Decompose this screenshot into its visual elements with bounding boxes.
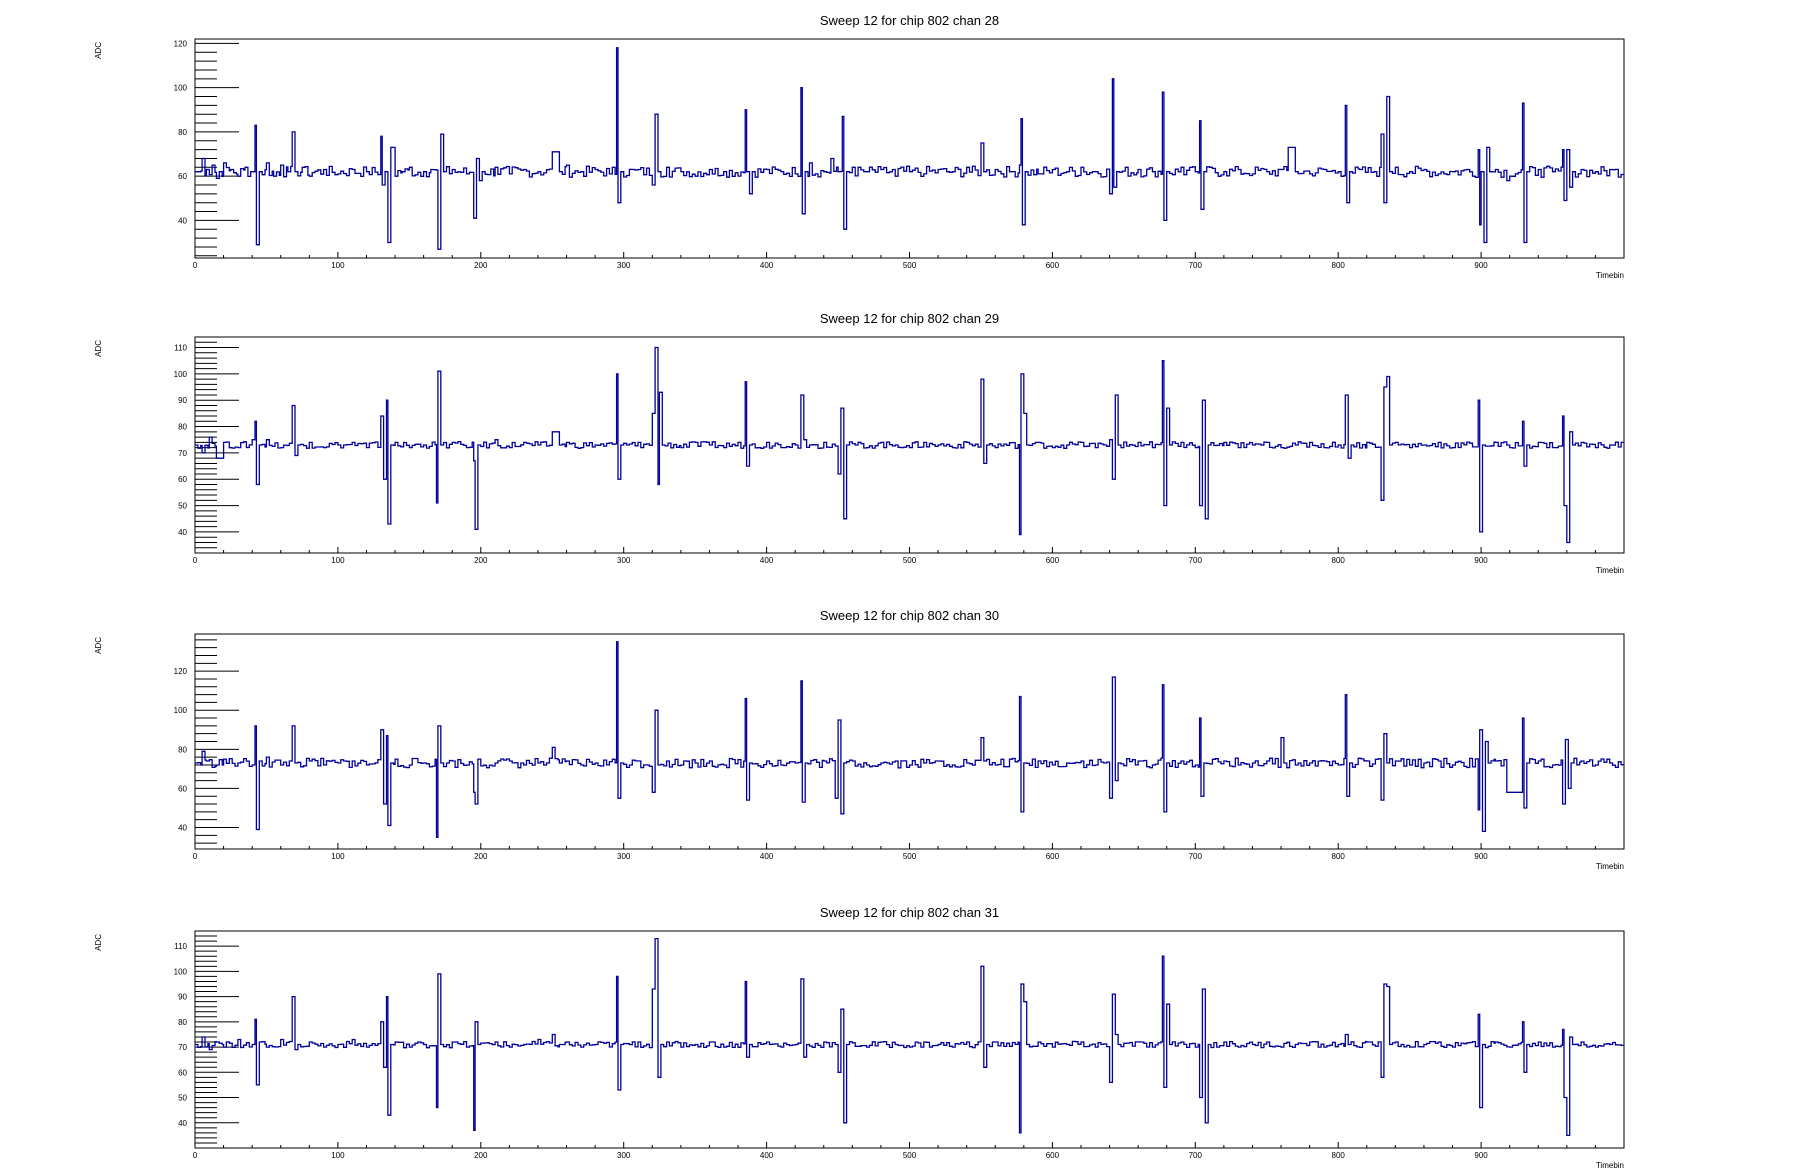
x-tick-label: 800 <box>1332 852 1346 861</box>
x-tick-label: 800 <box>1332 556 1346 565</box>
x-tick-label: 500 <box>903 261 917 270</box>
x-tick-label: 900 <box>1474 852 1488 861</box>
x-tick-label: 200 <box>474 1151 488 1160</box>
chart-panel-1: Sweep 12 for chip 802 chan 28 ADC Timebin 4… <box>94 13 1625 280</box>
y-tick-label: 50 <box>178 502 187 511</box>
x-tick-label: 0 <box>193 261 198 270</box>
x-tick-label: 700 <box>1189 1151 1203 1160</box>
x-tick-label: 200 <box>474 556 488 565</box>
x-tick-label: 400 <box>760 852 774 861</box>
x-tick-label: 600 <box>1046 556 1060 565</box>
plot-frame <box>194 633 1625 850</box>
data-series-line <box>195 641 1624 838</box>
plot-frame <box>194 38 1625 259</box>
x-tick-label: 900 <box>1474 261 1488 270</box>
y-tick-label: 80 <box>178 1018 187 1027</box>
x-tick-label: 600 <box>1046 261 1060 270</box>
y-tick-label: 80 <box>178 128 187 137</box>
x-tick-label: 700 <box>1189 556 1203 565</box>
x-axis-label: Timebin <box>1596 862 1624 871</box>
y-tick-label: 40 <box>178 824 187 833</box>
y-tick-label: 40 <box>178 528 187 537</box>
y-tick-label: 120 <box>174 39 188 48</box>
y-tick-label: 70 <box>178 1043 187 1052</box>
x-tick-label: 500 <box>903 852 917 861</box>
y-axis-label: ADC <box>94 934 103 951</box>
chart-title: Sweep 12 for chip 802 chan 30 <box>820 608 999 623</box>
y-tick-label: 100 <box>174 84 188 93</box>
y-tick-label: 100 <box>174 967 188 976</box>
x-tick-label: 300 <box>617 1151 631 1160</box>
y-tick-label: 50 <box>178 1094 187 1103</box>
x-axis-label: Timebin <box>1596 1161 1624 1170</box>
x-tick-label: 0 <box>193 556 198 565</box>
chart-panel-4: Sweep 12 for chip 802 chan 31 ADC Timebin 4… <box>94 905 1625 1170</box>
x-tick-label: 200 <box>474 261 488 270</box>
y-tick-label: 40 <box>178 216 187 225</box>
y-tick-label: 60 <box>178 784 187 793</box>
x-tick-label: 100 <box>331 556 345 565</box>
y-tick-label: 70 <box>178 449 187 458</box>
x-tick-label: 900 <box>1474 1151 1488 1160</box>
y-axis-label: ADC <box>94 340 103 357</box>
y-tick-label: 110 <box>174 942 187 951</box>
y-axis-label: ADC <box>94 637 103 654</box>
x-tick-label: 600 <box>1046 852 1060 861</box>
chart-panel-2: Sweep 12 for chip 802 chan 29 ADC Timebin 4… <box>94 311 1625 575</box>
x-tick-label: 300 <box>617 556 631 565</box>
y-tick-label: 90 <box>178 993 187 1002</box>
y-tick-label: 100 <box>174 706 188 715</box>
y-tick-label: 80 <box>178 423 187 432</box>
x-tick-label: 500 <box>903 1151 917 1160</box>
y-tick-label: 80 <box>178 745 187 754</box>
x-tick-label: 800 <box>1332 1151 1346 1160</box>
y-axis-label: ADC <box>94 42 103 59</box>
y-tick-label: 120 <box>174 667 188 676</box>
x-tick-label: 300 <box>617 852 631 861</box>
chart-title: Sweep 12 for chip 802 chan 28 <box>820 13 999 28</box>
x-tick-label: 100 <box>331 261 345 270</box>
data-series-line <box>195 47 1624 250</box>
x-tick-label: 300 <box>617 261 631 270</box>
x-tick-label: 0 <box>193 1151 198 1160</box>
y-tick-label: 90 <box>178 396 187 405</box>
x-tick-label: 700 <box>1189 261 1203 270</box>
y-tick-label: 100 <box>174 370 188 379</box>
x-tick-label: 0 <box>193 852 198 861</box>
x-axis-label: Timebin <box>1596 271 1624 280</box>
x-tick-label: 200 <box>474 852 488 861</box>
x-tick-label: 500 <box>903 556 917 565</box>
x-tick-label: 900 <box>1474 556 1488 565</box>
x-tick-label: 700 <box>1189 852 1203 861</box>
x-tick-label: 400 <box>760 556 774 565</box>
x-tick-label: 800 <box>1332 261 1346 270</box>
x-tick-label: 100 <box>331 852 345 861</box>
data-series-line <box>195 937 1624 1137</box>
y-tick-label: 40 <box>178 1119 187 1128</box>
chart-title: Sweep 12 for chip 802 chan 31 <box>820 905 999 920</box>
chart-panel-3: Sweep 12 for chip 802 chan 30 ADC Timebin 4… <box>94 608 1625 871</box>
x-tick-label: 100 <box>331 1151 345 1160</box>
data-series-line <box>195 346 1624 544</box>
x-tick-label: 600 <box>1046 1151 1060 1160</box>
x-tick-label: 400 <box>760 261 774 270</box>
y-tick-label: 60 <box>178 172 187 181</box>
plot-frame <box>194 930 1625 1149</box>
chart-title: Sweep 12 for chip 802 chan 29 <box>820 311 999 326</box>
x-tick-label: 400 <box>760 1151 774 1160</box>
y-tick-label: 110 <box>174 344 187 353</box>
y-tick-label: 60 <box>178 475 187 484</box>
x-axis-label: Timebin <box>1596 566 1624 575</box>
y-tick-label: 60 <box>178 1068 187 1077</box>
